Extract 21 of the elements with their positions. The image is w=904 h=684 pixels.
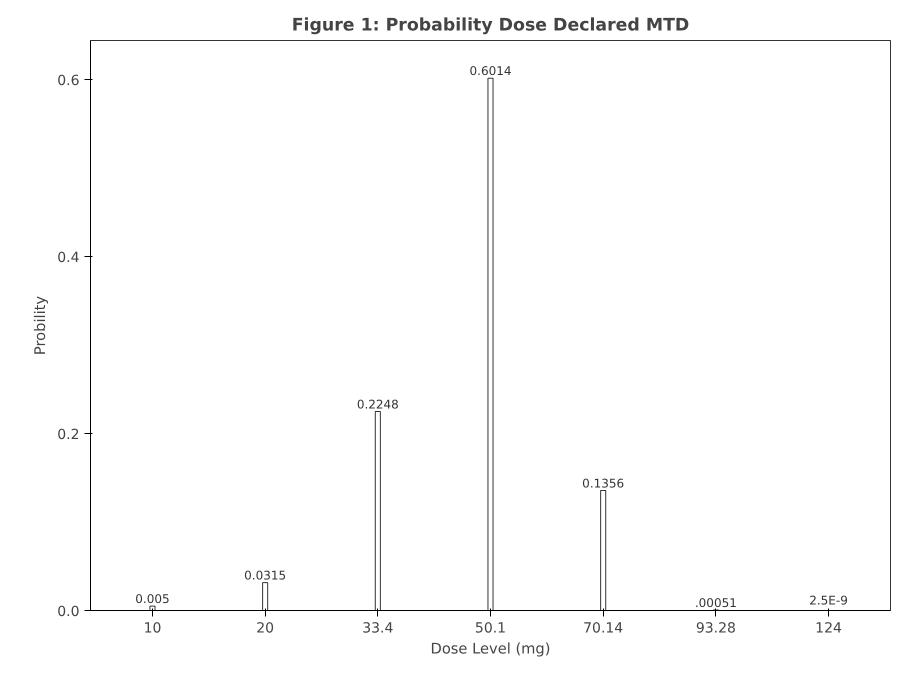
data-label: 0.2248	[356, 398, 399, 412]
x-axis-title: Dose Level (mg)	[430, 640, 550, 658]
y-tick-label: 0.4	[57, 250, 80, 266]
y-tick-label: 0.2	[57, 426, 80, 443]
x-tick-label: 10	[144, 620, 162, 636]
x-tick-label: 33.4	[362, 620, 394, 636]
data-label: 0.6014	[470, 64, 512, 78]
data-label: 0.005	[135, 592, 170, 606]
x-tick-label: 124	[815, 620, 842, 636]
data-label: 2.5E-9	[809, 594, 848, 608]
data-label: 0.1356	[582, 476, 624, 490]
data-label: 0.0315	[244, 568, 286, 583]
x-tick-label: 50.1	[474, 620, 506, 636]
x-tick-label: 93.28	[696, 620, 736, 636]
x-tick-label: 20	[256, 620, 274, 636]
chart-title: Figure 1: Probability Dose Declared MTD	[292, 16, 690, 36]
data-label: .00051	[694, 596, 737, 610]
y-tick-label: 0.0	[57, 604, 80, 620]
x-tick-label: 70.14	[583, 620, 624, 636]
y-axis-title: Probility	[32, 296, 50, 356]
y-tick-label: 0.6	[57, 72, 80, 89]
